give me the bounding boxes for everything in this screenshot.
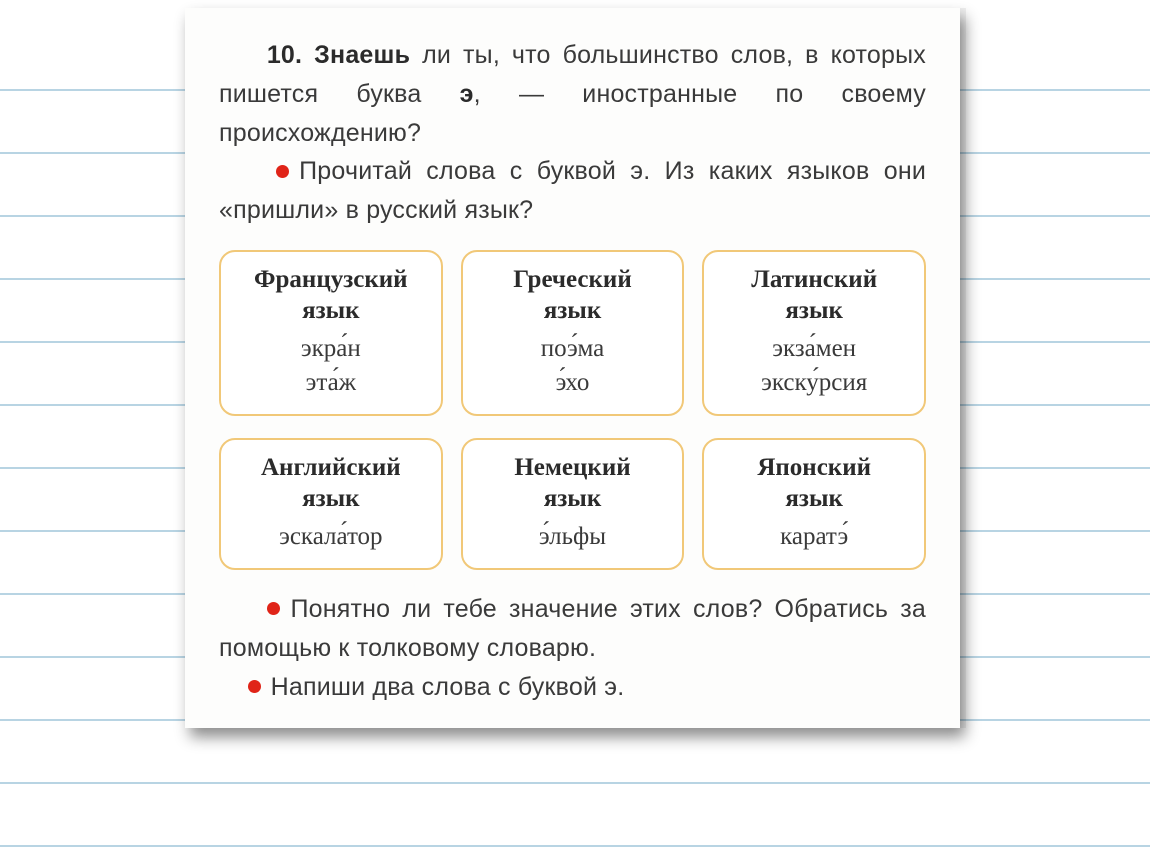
lang-card-words: экра́н эта́ж	[229, 332, 433, 400]
bullet2-text: Понятно ли тебе значение этих слов? Обра…	[219, 595, 926, 662]
lang-card-english: Английский язык эскала́тор	[219, 438, 443, 570]
lang-card-japanese: Японский язык каратэ́	[702, 438, 926, 570]
lang-card-title: Латинский язык	[712, 264, 916, 327]
lead-word: Знаешь	[314, 41, 410, 69]
lang-card-words: эскала́тор	[229, 520, 433, 554]
bullet-dot-icon	[248, 680, 261, 693]
exercise-number: 10.	[267, 41, 302, 69]
lang-card-title: Японский язык	[712, 452, 916, 515]
intro-paragraph: 10. Знаешь ли ты, что большинство слов, …	[219, 36, 926, 152]
lang-card-title: Греческий язык	[471, 264, 675, 327]
intro-bold-letter: э	[460, 80, 474, 108]
lang-card-title: Французский язык	[229, 264, 433, 327]
lang-card-title: Немецкий язык	[471, 452, 675, 515]
language-cards-grid: Французский язык экра́н эта́ж Греческий …	[219, 250, 926, 570]
bullet1-bold: э	[630, 157, 643, 185]
bullet3-text-a: Напиши два слова с буквой	[271, 673, 605, 701]
lang-card-words: э́льфы	[471, 520, 675, 554]
bullet3-text-b: .	[617, 673, 624, 701]
lang-card-words: каратэ́	[712, 520, 916, 554]
lang-card-french: Французский язык экра́н эта́ж	[219, 250, 443, 416]
bullet-3: Напиши два слова с буквой э.	[219, 668, 926, 707]
bullet1-text-a: Прочитай слова с буквой	[299, 157, 630, 185]
bullet-dot-icon	[276, 165, 289, 178]
bullet3-bold: э	[604, 673, 617, 701]
lang-card-words: поэ́ма э́хо	[471, 332, 675, 400]
lang-card-latin: Латинский язык экза́мен экску́рсия	[702, 250, 926, 416]
bullet-1: Прочитай слова с буквой э. Из каких язык…	[219, 152, 926, 230]
lang-card-greek: Греческий язык поэ́ма э́хо	[461, 250, 685, 416]
bullet-dot-icon	[267, 602, 280, 615]
lang-card-words: экза́мен экску́рсия	[712, 332, 916, 400]
bullet-2: Понятно ли тебе значение этих слов? Обра…	[219, 590, 926, 668]
page-right-edge-shadow	[960, 8, 966, 728]
textbook-page-card: 10. Знаешь ли ты, что большинство слов, …	[185, 8, 960, 728]
lang-card-german: Немецкий язык э́льфы	[461, 438, 685, 570]
lang-card-title: Английский язык	[229, 452, 433, 515]
